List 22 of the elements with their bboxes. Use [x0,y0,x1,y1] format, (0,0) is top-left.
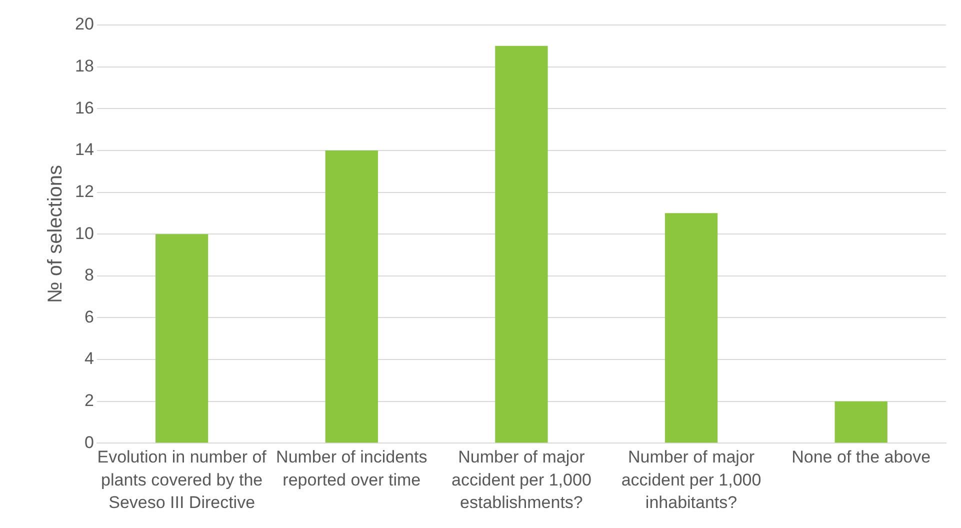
y-tick-label: 6 [84,307,94,326]
bar [495,46,548,443]
bar [834,401,888,443]
x-tick-label: Evolution in number of plants covered by the Seveso III Directive [97,447,267,512]
y-tick-label: 14 [74,140,94,160]
x-tick-label: Number of major accident per 1,000 inhabitants? [621,447,762,512]
bar [155,234,208,443]
x-tick-label: Number of incidents reported over time [276,447,428,490]
bar [664,213,718,443]
y-tick-label: 12 [74,182,94,201]
y-tick-label: 4 [84,349,94,368]
y-tick-label: 20 [74,14,94,34]
y-tick-label: 16 [74,98,94,118]
x-tick-label: Number of major accident per 1,000 establishments? [452,447,592,512]
y-tick-label: 8 [84,266,94,285]
y-axis-title: № of selections [44,164,67,304]
x-tick-label: None of the above [792,447,931,466]
y-tick-label: 2 [84,391,94,410]
bar [325,150,378,443]
y-tick-label: 10 [74,224,94,243]
y-tick-label: 0 [84,432,94,452]
y-tick-label: 18 [74,56,94,76]
